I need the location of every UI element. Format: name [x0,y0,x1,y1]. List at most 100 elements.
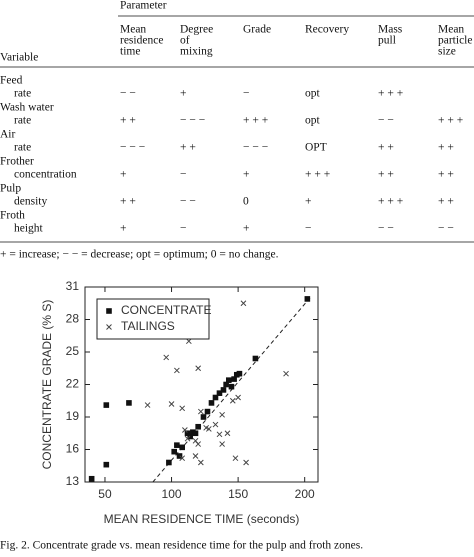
y-tick-label: 22 [66,377,80,391]
cell: opt [305,115,321,127]
legend-marker [106,324,112,330]
point [195,423,201,430]
cell: − [180,169,187,181]
cell: + [120,169,127,181]
row-label: height [14,223,44,235]
cell: + [180,88,187,100]
row-label: density [14,196,47,208]
point [212,394,219,401]
point [88,475,95,482]
y-tick-label: 28 [66,312,80,326]
point [224,430,231,437]
cell: + [243,223,250,235]
point [225,377,232,383]
row-group: Froth [0,210,25,222]
point [192,430,199,437]
cell: − − − [180,115,205,127]
point [304,296,311,302]
column-header: pull [378,35,396,47]
column-header: time [120,46,140,58]
point [171,448,178,455]
fit-line [152,297,311,483]
column-header: residence [120,35,163,47]
point [195,441,202,447]
point [205,426,212,432]
y-axis-label: CONCENTRATE GRADE (% S) [40,300,54,470]
point [216,431,223,438]
cell: + + [438,142,454,154]
cell: − [243,88,250,100]
point [184,435,191,442]
point [235,394,241,401]
point [195,365,202,372]
cell: − [180,223,187,235]
point [283,370,289,377]
point [243,459,249,466]
row-group: Air [0,129,16,141]
point [216,390,223,396]
row-group: Wash water [0,102,54,114]
point [144,402,151,408]
row-label: rate [14,88,31,100]
cell: − − − [120,142,145,154]
point [240,300,247,307]
cell: + [120,223,127,235]
point [174,367,180,374]
cell: + + [378,169,394,181]
point [166,459,172,466]
point [223,381,229,388]
cell: + + [120,115,136,127]
column-header: Degree [180,24,213,36]
column-header: mixing [180,46,213,58]
group-header: Parameter [120,0,167,12]
column-header: particle [438,35,472,47]
cell: + + [180,142,196,154]
cell: + [243,169,250,181]
point [208,400,215,406]
footnote: + = increase; − − = decrease; opt = opti… [0,249,279,261]
x-tick-label: 100 [162,487,182,501]
cell: − − [378,115,394,127]
point [179,405,186,412]
point [184,430,191,437]
cell: − − [180,196,196,208]
cell: + + [438,169,454,181]
cell: + + [438,196,454,208]
x-tick-label: 150 [228,487,248,501]
point [212,421,219,428]
point [232,455,239,462]
legend-label: TAILINGS [121,319,175,333]
cell: OPT [305,142,327,154]
legend-box [96,298,210,340]
row-label: rate [14,142,31,154]
cell: − − [378,223,394,235]
legend-label: CONCENTRATE [121,303,211,317]
row-label: concentration [14,169,77,181]
cell: + [305,196,312,208]
y-tick-label: 25 [66,344,80,358]
x-axis-label: MEAN RESIDENCE TIME (seconds) [104,512,300,526]
column-header: Mean [438,24,464,36]
point [197,459,204,466]
point [168,401,175,407]
point [200,414,207,420]
point [252,355,259,362]
point [228,383,235,390]
y-tick-label: 16 [66,442,80,456]
point [103,402,110,408]
cell: + + + [243,115,268,127]
point [174,442,180,448]
cell: + + + [378,88,403,100]
point [219,441,225,447]
cell: opt [305,88,321,100]
point [179,455,186,462]
y-tick-label: 13 [66,474,80,488]
point [220,387,227,393]
x-tick-label: 50 [98,487,112,501]
column-header: Variable [0,52,38,64]
point [103,461,110,468]
cell: − − − [243,142,268,154]
point [219,411,225,418]
cell: + + + [438,115,463,127]
